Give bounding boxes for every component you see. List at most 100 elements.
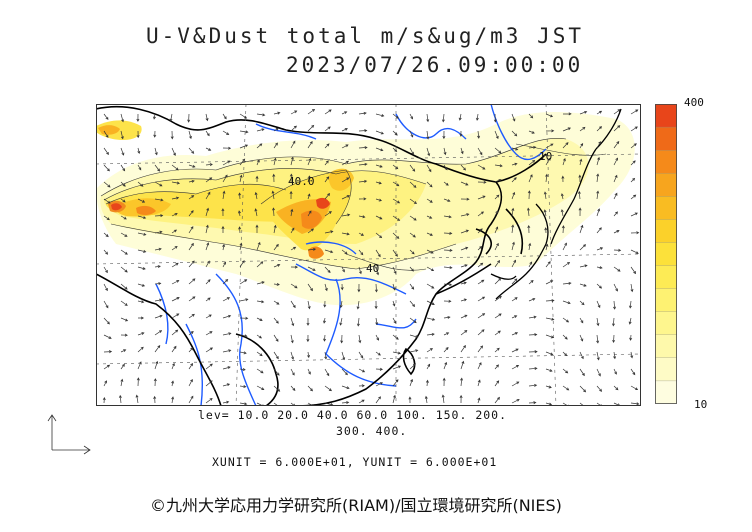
wind-arrow <box>579 368 585 377</box>
wind-arrow <box>375 396 381 404</box>
wind-arrow <box>511 365 520 370</box>
wind-arrow <box>579 142 584 149</box>
wind-arrow <box>562 334 568 340</box>
wind-arrow <box>460 229 470 234</box>
wind-arrow <box>171 196 180 200</box>
wind-arrow <box>187 113 191 123</box>
wind-arrow <box>443 266 453 270</box>
wind-arrow <box>307 283 313 292</box>
wind-arrow <box>341 232 350 236</box>
wind-arrow <box>324 211 332 217</box>
wind-arrow <box>136 377 140 387</box>
wind-arrow <box>171 164 179 171</box>
wind-arrow <box>628 300 632 309</box>
contour-label-10-east: 10 <box>539 150 552 163</box>
wind-arrow <box>630 160 636 166</box>
wind-arrow <box>443 231 453 235</box>
legend-color-block <box>655 288 677 313</box>
wind-arrow <box>596 385 603 392</box>
wind-arrow <box>205 191 211 200</box>
wind-arrow <box>392 164 399 170</box>
wind-arrow <box>613 141 620 149</box>
wind-arrow <box>307 351 311 359</box>
wind-arrow <box>256 351 263 357</box>
wind-arrow <box>630 402 640 406</box>
wind-arrow <box>562 281 572 285</box>
wind-arrow <box>273 142 278 149</box>
wind-arrow <box>511 207 515 217</box>
wind-arrow <box>477 130 481 139</box>
wind-arrow <box>443 215 452 219</box>
wind-arrow <box>188 331 194 336</box>
wind-arrow <box>460 264 468 268</box>
wind-arrow <box>273 351 279 360</box>
wind-arrow <box>324 266 331 274</box>
wind-arrow <box>341 401 350 404</box>
wind-arrow <box>392 181 400 187</box>
wind-arrow <box>103 232 109 238</box>
wind-arrow <box>254 208 258 217</box>
wind-arrow <box>375 249 381 258</box>
wind-arrow <box>392 215 401 221</box>
wind-arrow <box>375 147 384 152</box>
wind-arrow <box>494 396 500 404</box>
wind-arrow <box>494 330 501 336</box>
wind-arrow <box>153 378 157 387</box>
wind-arrow <box>322 317 326 324</box>
wind-arrow <box>103 147 109 156</box>
wind-arrow <box>120 378 124 387</box>
wind-arrow <box>375 215 383 220</box>
wind-arrow <box>511 259 516 268</box>
wind-arrow <box>630 283 634 293</box>
wind-arrow <box>528 350 538 354</box>
wind-arrow <box>103 380 107 387</box>
wind-arrow <box>188 242 194 251</box>
wind-arrow <box>494 164 503 168</box>
wind-arrow <box>409 113 413 120</box>
wind-arrow <box>273 111 281 115</box>
wind-arrow <box>154 214 164 218</box>
wind-arrow <box>205 297 211 302</box>
wind-arrow <box>477 262 484 268</box>
wind-arrow <box>596 351 600 361</box>
wind-arrow <box>630 368 636 376</box>
wind-arrow <box>409 130 414 138</box>
wind-arrow <box>477 296 486 302</box>
wind-arrow <box>205 331 213 336</box>
wind-arrow <box>188 147 195 154</box>
wind-arrow <box>222 279 229 285</box>
wind-arrow <box>460 181 469 186</box>
wind-arrow <box>527 224 531 234</box>
wind-arrow <box>409 317 417 324</box>
wind-arrow <box>426 147 431 157</box>
wind-arrow <box>102 396 106 404</box>
wind-arrow <box>306 318 310 326</box>
wind-arrow <box>561 225 565 234</box>
wind-arrow <box>528 130 535 134</box>
wind-arrow <box>120 181 126 187</box>
wind-arrow <box>545 243 549 251</box>
wind-arrow <box>205 380 213 387</box>
wind-arrow <box>409 300 416 308</box>
wind-arrow <box>409 215 417 221</box>
wind-arrow <box>579 300 585 306</box>
wind-arrow <box>273 368 280 376</box>
unit-vector-icon <box>47 414 91 455</box>
wind-arrow <box>528 280 534 285</box>
wind-arrow <box>545 299 555 303</box>
wind-arrow <box>629 334 633 341</box>
wind-arrow <box>324 351 328 360</box>
wind-arrow <box>374 300 378 310</box>
wind-arrow <box>358 368 366 373</box>
wind-arrow <box>171 380 175 387</box>
wind-arrow <box>103 164 110 172</box>
wind-arrow <box>171 329 179 336</box>
wind-arrow <box>477 313 486 319</box>
wind-arrow <box>273 385 281 392</box>
wind-arrow <box>340 334 344 344</box>
wind-arrow <box>613 368 617 375</box>
wind-arrow <box>358 197 367 201</box>
wind-arrow <box>340 283 344 291</box>
wind-arrow <box>426 300 435 305</box>
wind-arrow <box>205 163 213 167</box>
